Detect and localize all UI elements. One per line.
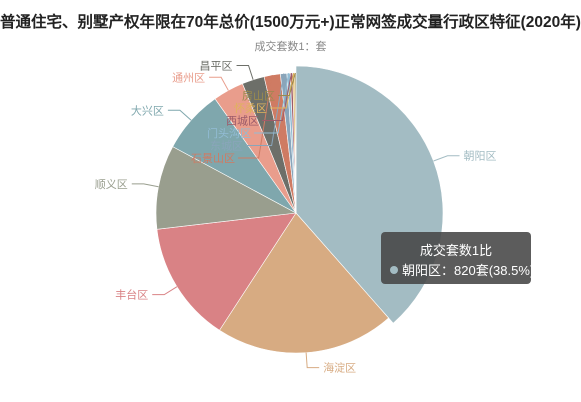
label-line-3 [152, 286, 178, 296]
slice-label-9: 东城区 [210, 140, 243, 153]
label-line-11 [262, 72, 292, 121]
slice-label-2: 海淀区 [323, 361, 356, 375]
label-line-9 [246, 73, 285, 146]
slice-label-4: 顺义区 [95, 178, 128, 191]
tooltip-color-dot [390, 266, 398, 274]
slice-label-13: 房山区 [242, 90, 275, 103]
tooltip: 成交套数1比 朝阳区：820套(38.5%) [381, 232, 535, 284]
slice-label-5: 大兴区 [131, 103, 164, 117]
slice-label-10: 门头沟区 [207, 126, 251, 140]
slice-label-8: 石景山区 [191, 152, 235, 165]
legend-series-name[interactable]: 成交套数1：套 [254, 41, 327, 53]
label-line-4 [131, 183, 159, 188]
label-line-13 [278, 72, 296, 96]
slice-label-12: 怀柔区 [234, 102, 267, 115]
pie-slice-3[interactable] [156, 212, 297, 331]
pie-slice-4[interactable] [155, 146, 297, 230]
pie-slice-2[interactable] [219, 212, 390, 354]
tooltip-value: 朝阳区：820套(38.5%) [402, 263, 535, 278]
slice-label-11: 西城区 [226, 115, 259, 128]
slice-label-1: 朝阳区 [464, 150, 497, 163]
slice-label-7: 昌平区 [200, 59, 233, 72]
label-line-5 [167, 109, 192, 121]
label-line-12 [270, 72, 295, 109]
label-line-7 [236, 64, 254, 80]
label-line-8 [238, 74, 273, 159]
slice-label-6: 通州区 [172, 71, 205, 84]
slice-label-3: 丰台区 [115, 288, 148, 302]
chart-title: 普通住宅、别墅产权年限在70年总价(1500万元+)正常网签成交量行政区特征(2… [0, 14, 581, 31]
tooltip-title: 成交套数1比 [419, 243, 493, 258]
label-line-10 [254, 73, 290, 134]
label-line-2 [305, 352, 320, 369]
label-line-6 [209, 76, 229, 91]
label-line-1 [433, 155, 460, 162]
